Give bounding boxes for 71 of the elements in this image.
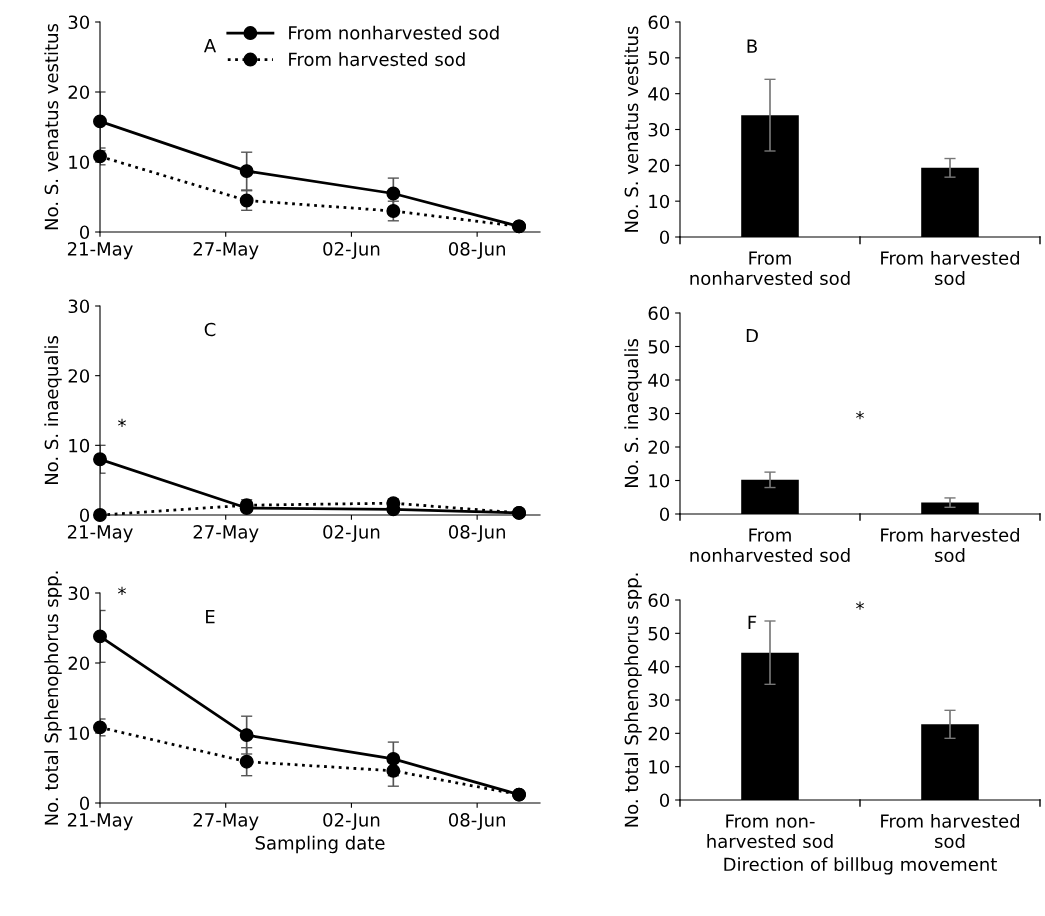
y-tick-label: 40 [648, 373, 670, 388]
annotation: B [747, 39, 757, 53]
legend-label: From nonharvested sod [289, 25, 499, 40]
y-tick-label: 30 [68, 299, 90, 314]
x-tick-label: 21-May [67, 813, 133, 831]
y-tick-label: 10 [649, 473, 670, 488]
y-axis-title: No. total Sphenophorus spp. [624, 573, 642, 827]
y-tick-label: 20 [68, 656, 90, 671]
x-tick-label: 08-Jun [448, 813, 505, 831]
x-tick-label: From nonharvested sod [690, 528, 850, 563]
annotation: C [204, 322, 216, 337]
y-tick-label: 30 [648, 406, 670, 421]
x-tick-label: 27-May [193, 525, 259, 543]
y-tick-label: 20 [68, 369, 90, 383]
annotation: * [856, 601, 864, 610]
y-tick-label: 0 [79, 508, 90, 523]
x-tick-label: From non- harvested sod [707, 814, 833, 849]
y-tick-label: 0 [659, 230, 670, 245]
y-axis-title: No. S. inaequalis [624, 339, 642, 488]
y-tick-label: 10 [649, 760, 670, 774]
annotation: * [118, 418, 126, 428]
y-tick-label: 40 [648, 87, 670, 101]
y-tick-label: 50 [648, 339, 670, 354]
y-axis-title: No. S. inaequalis [44, 336, 62, 485]
x-tick-label: From harvested sod [881, 813, 1019, 849]
x-axis-title: Sampling date [255, 835, 385, 854]
x-tick-label: 27-May [193, 813, 259, 831]
y-tick-label: 50 [648, 51, 670, 65]
x-tick-label: From harvested sod [881, 527, 1019, 563]
y-tick-label: 10 [69, 438, 90, 453]
y-tick-label: 10 [649, 194, 670, 209]
y-axis-title: No. total Sphenophorus spp. [44, 571, 62, 825]
y-tick-label: 50 [648, 626, 670, 641]
x-tick-label: 27-May [193, 242, 259, 260]
y-axis-title: No. S. venatus vestitus [624, 26, 639, 232]
y-tick-label: 10 [69, 726, 90, 741]
x-tick-label: 21-May [67, 525, 133, 543]
y-tick-label: 60 [648, 306, 670, 321]
y-tick-label: 0 [659, 507, 670, 522]
x-tick-label: From harvested sod [881, 250, 1019, 286]
annotation: F [748, 615, 757, 629]
y-tick-label: 60 [648, 593, 670, 608]
annotation: D [746, 328, 758, 343]
y-tick-label: 60 [648, 15, 670, 30]
x-tick-label: 02-Jun [323, 242, 380, 260]
y-tick-label: 20 [648, 158, 670, 173]
y-tick-label: 0 [79, 225, 90, 240]
y-tick-label: 30 [68, 15, 90, 30]
y-tick-label: 20 [648, 726, 670, 741]
y-tick-label: 0 [79, 796, 90, 811]
annotation: E [206, 610, 215, 624]
y-tick-label: 30 [648, 122, 670, 137]
y-tick-label: 20 [68, 85, 90, 100]
y-tick-label: 0 [659, 793, 670, 808]
x-tick-label: 02-Jun [323, 813, 380, 831]
x-tick-label: 21-May [67, 242, 133, 260]
x-tick-label: 08-Jun [448, 242, 505, 260]
legend-label: From harvested sod [289, 52, 465, 67]
annotation: * [856, 411, 864, 420]
x-tick-label: From nonharvested sod [690, 251, 850, 286]
annotation: * [118, 586, 126, 595]
x-axis-title: Direction of billbug movement [724, 857, 997, 875]
y-tick-label: 30 [68, 586, 90, 601]
annotation: A [203, 39, 217, 53]
y-tick-label: 10 [69, 155, 90, 170]
y-axis-title: No. S. venatus vestitus [44, 23, 59, 230]
y-tick-label: 20 [648, 440, 670, 455]
y-tick-label: 40 [648, 660, 670, 674]
x-tick-label: 02-Jun [323, 525, 380, 543]
y-tick-label: 30 [648, 693, 670, 708]
x-tick-label: 08-Jun [448, 525, 505, 543]
